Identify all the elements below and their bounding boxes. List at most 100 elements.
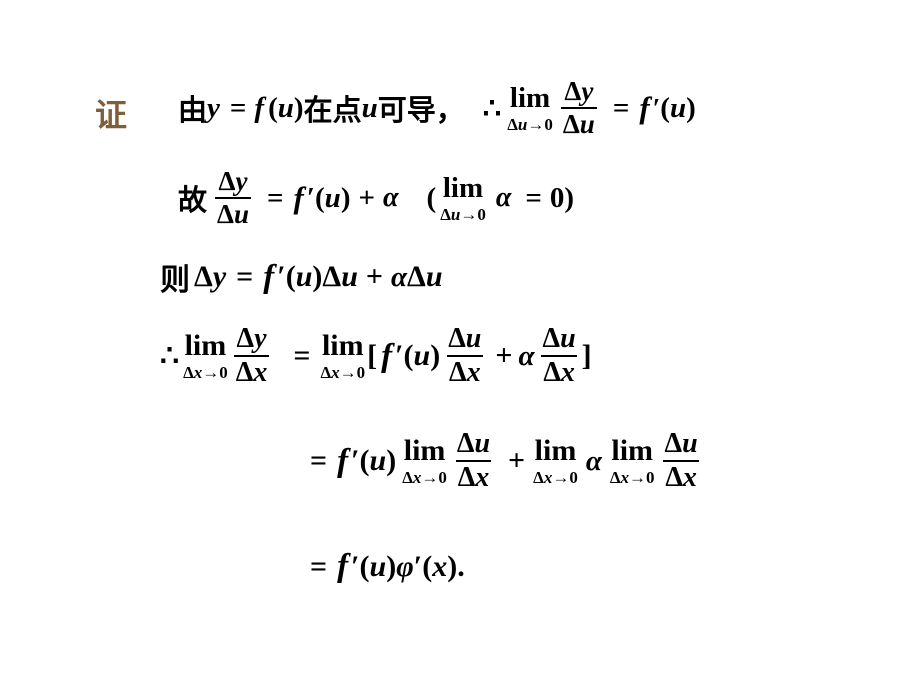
l1-prime: ′ xyxy=(653,93,661,124)
l1-rp1: ) xyxy=(294,92,304,125)
l2-zero: 0 xyxy=(550,182,565,215)
l2-lim-zero: 0 xyxy=(477,205,486,224)
l5-f1d: Δx xyxy=(456,460,492,492)
l4-plus: + xyxy=(495,339,512,373)
l3-then: 则 xyxy=(160,255,190,299)
l2-fd-d: Δ xyxy=(217,199,234,229)
l5-lim2: lim Δx→0 xyxy=(533,436,578,486)
l4-lim1: lim Δx→0 xyxy=(183,331,228,381)
l2-alpha: α xyxy=(383,182,399,214)
l1-fn-d: Δ xyxy=(564,76,581,106)
l6-rp1: ) xyxy=(386,550,396,584)
l5-lim3-bot: Δx→0 xyxy=(610,469,655,486)
l4-rp: ) xyxy=(430,339,440,373)
l2-lim-arr: → xyxy=(460,205,477,224)
l2-fn-d: Δ xyxy=(219,166,236,196)
l4-lim1-z: 0 xyxy=(219,363,228,382)
l4-f3d-d: Δ xyxy=(543,357,561,388)
l3-dy-d: Δ xyxy=(194,260,213,294)
l5-lim2-z: 0 xyxy=(569,468,578,487)
l4-alpha: α xyxy=(518,340,534,373)
l5-lim1-bot: Δx→0 xyxy=(402,469,447,486)
l4-f2d: Δx xyxy=(447,355,483,387)
l4-f2d-x: x xyxy=(467,357,481,388)
l4-lim2-bot: Δx→0 xyxy=(320,364,365,381)
proof-label: 证 xyxy=(95,90,127,136)
l5-alpha: α xyxy=(586,445,602,478)
l4-lim2-z: 0 xyxy=(357,363,366,382)
l3-plus: + xyxy=(366,260,383,294)
l1-lp1: ( xyxy=(268,92,278,125)
l6-f: f xyxy=(337,548,348,585)
l5-f2n-u: u xyxy=(682,428,698,459)
l2-fn: Δy xyxy=(217,168,250,197)
line2: 故 Δy Δu = f ′ ( u ) + α ( lim Δu→0 α = 0… xyxy=(178,168,574,228)
l4-f1n: Δy xyxy=(235,325,269,355)
l4-f1d: Δx xyxy=(234,355,270,387)
l1-since: 由 xyxy=(178,87,207,129)
l5-lim3-top: lim xyxy=(611,436,653,466)
l5-lim3-z: 0 xyxy=(646,468,655,487)
l4-frac3: Δu Δx xyxy=(541,325,578,387)
l4-f1n-d: Δ xyxy=(237,323,255,354)
l1-lim-du: Δ xyxy=(507,115,518,134)
l5-f2d-x: x xyxy=(683,462,697,493)
l1-lim-u: u xyxy=(518,115,527,134)
l4-lim1-d: Δ xyxy=(183,363,194,382)
line3: 则 Δ y = f ′ ( u ) Δ u + α Δ u xyxy=(160,255,443,299)
l3-du-d: Δ xyxy=(322,260,341,294)
l2-f: f xyxy=(294,180,304,216)
l5-lim2-bot: Δx→0 xyxy=(533,469,578,486)
l5-f2n-d: Δ xyxy=(665,428,683,459)
l1-f: f xyxy=(254,92,264,125)
l1-lim: lim Δu→0 xyxy=(507,84,553,133)
l5-f1n: Δu xyxy=(455,430,492,460)
l5-f1d-d: Δ xyxy=(458,462,476,493)
l5-f1d-x: x xyxy=(475,462,489,493)
l1-y: y xyxy=(207,92,220,125)
line4: ∴ lim Δx→0 Δy Δx = lim Δx→0 [ f ′ ( u ) … xyxy=(160,325,592,387)
l5-f2n: Δu xyxy=(663,430,700,460)
l5-lim1-arr: → xyxy=(421,468,438,487)
l4-f1d-x: x xyxy=(253,357,267,388)
l2-lim-bot: Δu→0 xyxy=(440,206,486,223)
l6-period: . xyxy=(457,550,465,584)
l3-rp: ) xyxy=(312,260,322,294)
l4-lim2-top: lim xyxy=(322,331,364,361)
l1-lim-zero: 0 xyxy=(544,115,553,134)
l2-fn-y: y xyxy=(235,166,247,196)
l4-lbr: [ xyxy=(367,339,377,373)
l4-f1d-d: Δ xyxy=(236,357,254,388)
l1-rp2: ) xyxy=(686,92,696,125)
l4-f3d: Δx xyxy=(541,355,577,387)
l2-eq2: = xyxy=(525,182,542,215)
l2-u: u xyxy=(325,182,341,215)
l4-f3n-d: Δ xyxy=(543,323,561,354)
l1-u1: u xyxy=(278,92,294,125)
l3-prime: ′ xyxy=(277,260,285,294)
l4-lim2: lim Δx→0 xyxy=(320,331,365,381)
l5-prime: ′ xyxy=(351,444,359,478)
l3-u: u xyxy=(296,260,313,294)
l4-f2n: Δu xyxy=(446,325,483,355)
l4-lim2-d: Δ xyxy=(320,363,331,382)
l1-frac: Δy Δu xyxy=(561,78,597,138)
l1-frac-num: Δy xyxy=(562,78,595,107)
l5-f2d-d: Δ xyxy=(665,462,683,493)
l5-f1n-d: Δ xyxy=(457,428,475,459)
l5-lim3-d: Δ xyxy=(610,468,621,487)
l1-u2: u xyxy=(362,92,378,125)
l5-frac2: Δu Δx xyxy=(663,430,700,492)
l4-lim2-x: x xyxy=(331,363,340,382)
l1-fd-u: u xyxy=(580,109,595,139)
l2-frac: Δy Δu xyxy=(215,168,251,228)
l1-at: 在点 xyxy=(304,87,362,129)
l5-lim3: lim Δx→0 xyxy=(610,436,655,486)
l4-prime: ′ xyxy=(395,339,403,373)
l1-therefore: ∴ xyxy=(483,91,501,126)
l5-lim2-d: Δ xyxy=(533,468,544,487)
l2-eq: = xyxy=(267,182,284,215)
l4-f2d-d: Δ xyxy=(449,357,467,388)
l3-dy-y: y xyxy=(213,260,226,294)
l3-f: f xyxy=(263,259,274,296)
